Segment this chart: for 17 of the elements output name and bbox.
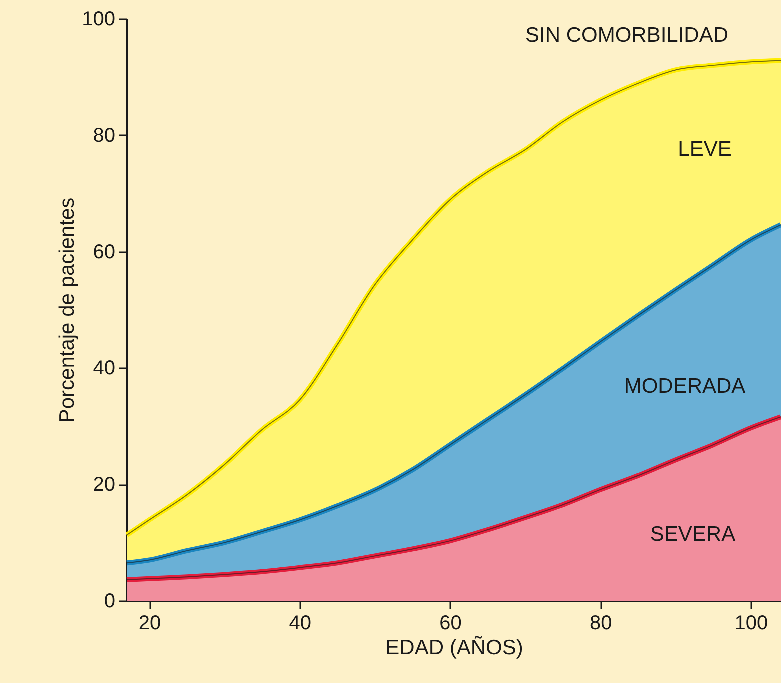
y-axis-title: Porcentaje de pacientes xyxy=(56,198,80,424)
x-tick-label: 20 xyxy=(138,612,162,634)
x-tick-label: 40 xyxy=(289,612,312,634)
x-tick-label: 100 xyxy=(734,612,768,634)
annotation: SIN COMORBILIDAD xyxy=(525,24,729,47)
x-axis-title: EDAD (AÑOS) xyxy=(386,636,524,660)
x-tick-label: 60 xyxy=(440,612,462,634)
series-label: MODERADA xyxy=(624,375,746,398)
y-tick-label: 80 xyxy=(93,124,116,147)
x-tick-label: 80 xyxy=(590,612,612,634)
y-tick-label: 60 xyxy=(93,241,116,264)
y-tick-label: 100 xyxy=(82,8,116,30)
series-label: LEVE xyxy=(678,138,732,161)
y-tick-label: 20 xyxy=(93,474,116,496)
y-tick-label: 40 xyxy=(93,358,116,380)
series-label: SEVERA xyxy=(650,523,736,546)
y-tick-label: 0 xyxy=(104,590,116,612)
